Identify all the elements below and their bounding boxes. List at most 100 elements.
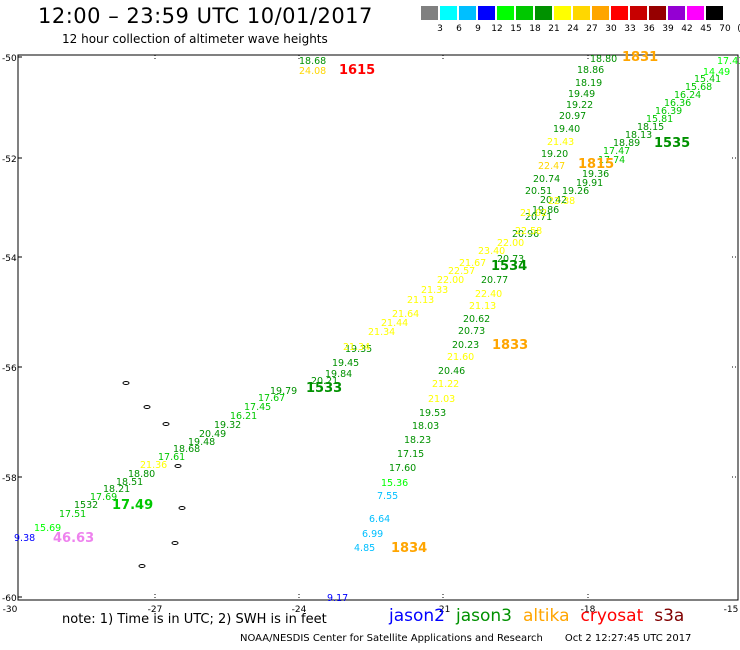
swh-value-label: 22.38 [548,196,575,207]
legend-swatch [592,6,609,20]
x-tick-label: -21 [436,605,451,615]
swh-value-label: 18.89 [613,138,640,149]
swh-value-label: 19.86 [532,205,559,216]
pass-time-label: 1815 [578,157,614,172]
swh-value-label: 17.60 [389,463,416,474]
swh-value-label: 18.68 [173,444,200,455]
swh-value-label: 15.81 [646,114,673,125]
swh-value-label: 21.64 [392,309,419,320]
swh-value-label: 20.97 [559,111,586,122]
legend-tick: 18 [529,24,541,34]
swh-value-label: 6.99 [362,529,383,540]
pass-time-label: 1533 [306,381,342,396]
x-tick-label: -18 [581,605,596,615]
legend-tick: 21 [548,24,560,34]
swh-value-label: 15.36 [381,478,408,489]
swh-value-label: 20.73 [497,254,524,265]
swh-value-label: 20.49 [199,429,226,440]
x-tick-label: -24 [292,605,307,615]
legend-tick: 24 [567,24,579,34]
pass-time-label: 1535 [654,136,690,151]
swh-value-label: 18.15 [637,122,664,133]
satellite-jason2: jason2 [389,606,445,626]
swh-value-label: 20.51 [525,186,552,197]
satellite-key: jason2 jason3 altika cryosat s3a [389,606,695,626]
legend-tick: 42 [681,24,693,34]
credit-org: NOAA/NESDIS Center for Satellite Applica… [240,633,543,644]
satellite-s3a: s3a [654,606,685,626]
legend-tick: 27 [586,24,598,34]
swh-value-label: 21.02 [520,208,547,219]
legend-swatch [478,6,495,20]
footnote: note: 1) Time is in UTC; 2) SWH is in fe… [62,612,327,627]
swh-value-label: 7.55 [377,491,398,502]
swh-value-label: 21.36 [140,460,167,471]
swh-value-label: 21.13 [469,301,496,312]
legend-tick: 30 [605,24,617,34]
swh-value-label: 15.41 [694,74,721,85]
swh-value-label: 9.17 [327,593,348,604]
island [171,541,179,545]
swh-value-label: 15.68 [685,82,712,93]
legend-swatch [497,6,514,20]
swh-value-label: 18.13 [625,130,652,141]
swh-value-label: 21.44 [381,318,408,329]
island [162,422,170,426]
swh-value-label: 22.47 [538,161,565,172]
swh-value-label: 18.21 [103,484,130,495]
swh-value-label: 18.68 [299,56,326,67]
legend-tick: 36 [643,24,655,34]
swh-value-label: 24.08 [299,66,326,77]
island [138,564,146,568]
swh-value-label: 16.36 [664,98,691,109]
swh-value-label: 18.80 [590,54,617,65]
map-subtitle: 12 hour collection of altimeter wave hei… [62,32,328,46]
pass-time-label: 1834 [391,541,427,556]
credit-line: NOAA/NESDIS Center for Satellite Applica… [240,633,713,644]
satellite-cryosat: cryosat [580,606,644,626]
swh-value-label: 14.49 [703,67,730,78]
map-title: 12:00 – 23:59 UTC 10/01/2017 [38,4,373,28]
legend-swatch [535,6,552,20]
swh-value-label: 19.91 [576,178,603,189]
swh-value-label: 21.60 [447,352,474,363]
y-tick-label: -50 [2,54,17,64]
swh-value-label: 16.21 [230,411,257,422]
pass-time-label: 1615 [339,63,375,78]
legend-swatch [573,6,590,20]
swh-value-label: 23.40 [478,246,505,257]
x-tick-label: -27 [148,605,163,615]
legend-swatch [516,6,533,20]
swh-value-label: 21.34 [368,327,395,338]
swh-value-label: 16.39 [655,106,682,117]
legend-swatch [668,6,685,20]
legend-swatch [421,6,438,20]
legend-tick: 45 [700,24,712,34]
swh-value-label: 20.62 [463,314,490,325]
swh-value-label: 22.58 [515,226,542,237]
pass-time-label: 1833 [492,338,528,353]
legend-tick: 70 [719,24,731,34]
swh-value-label: 19.32 [214,420,241,431]
swh-value-label: 6.64 [369,514,390,525]
swh-value-label: 18.86 [577,65,604,76]
legend-tick: 15 [510,24,522,34]
swh-value-label: 9.38 [14,533,35,544]
swh-value-label: 20.23 [452,340,479,351]
swh-value-label: 19.48 [188,437,215,448]
swh-value-label: 21.03 [428,394,455,405]
swh-value-label: 19.45 [332,358,359,369]
legend-tick: 3 [437,24,443,34]
legend-tick: 33 [624,24,636,34]
swh-value-label: 17.67 [258,393,285,404]
swh-value-label: 22.40 [475,289,502,300]
y-tick-label: -60 [2,594,17,604]
swh-value-label: 21.67 [459,258,486,269]
swh-value-label: 15.69 [34,523,61,534]
swh-value-label: 17.51 [59,509,86,520]
legend-tick: 6 [456,24,462,34]
swh-value-label: 22.00 [437,275,464,286]
swh-value-label: 17.61 [158,452,185,463]
y-tick-label: -54 [2,254,17,264]
